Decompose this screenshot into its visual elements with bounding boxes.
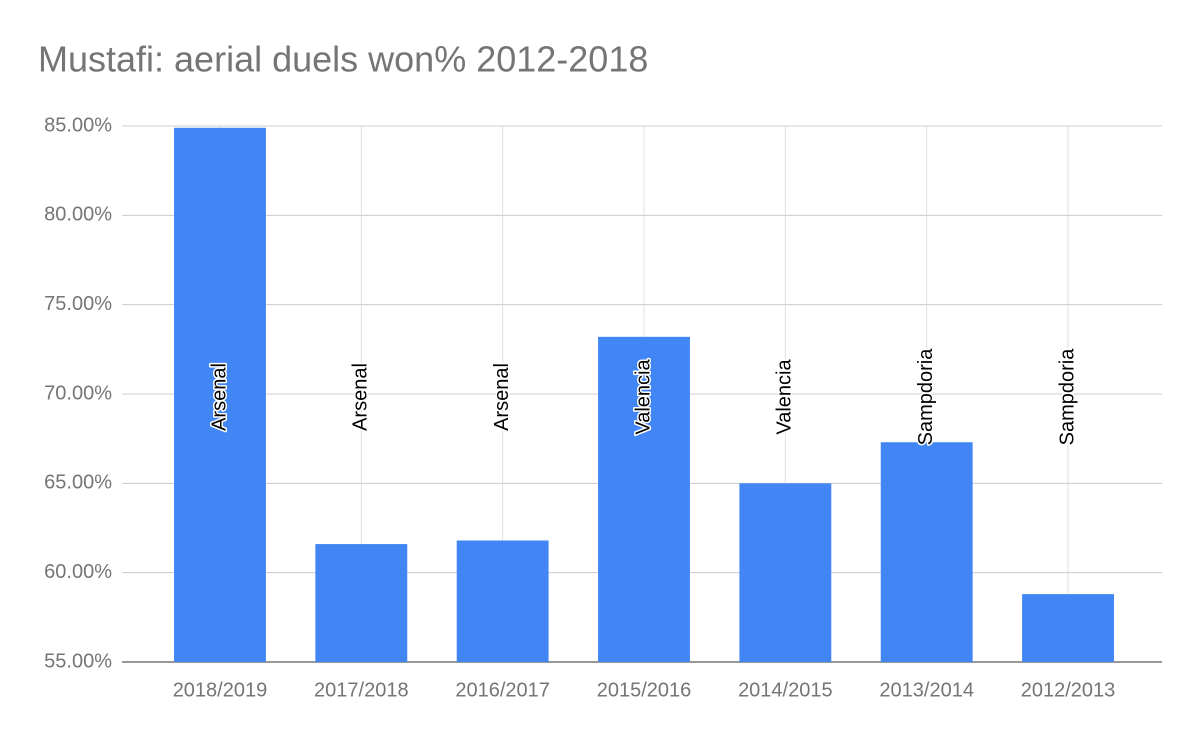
bar: [598, 336, 690, 662]
bar-label: Arsenal: [350, 363, 372, 431]
y-tick-label: 80.00%: [44, 204, 112, 226]
y-tick-label: 85.00%: [44, 114, 112, 136]
bar: [174, 127, 266, 662]
bar-label: Sampdoria: [1056, 348, 1078, 446]
x-tick-label: 2016/2017: [455, 679, 550, 701]
bar-label: Arsenal: [208, 363, 230, 431]
x-tick-label: 2015/2016: [597, 679, 692, 701]
y-tick-label: 70.00%: [44, 382, 112, 404]
bar-label: Arsenal: [491, 363, 513, 431]
x-tick-label: 2017/2018: [314, 679, 409, 701]
y-tick-label: 65.00%: [44, 472, 112, 494]
x-tick-label: 2012/2013: [1021, 679, 1116, 701]
bar: [315, 544, 408, 662]
x-tick-label: 2014/2015: [738, 679, 833, 701]
chart-title: Mustafi: aerial duels won% 2012-2018: [38, 39, 648, 80]
bar: [739, 483, 832, 662]
bar-label: Sampdoria: [915, 348, 937, 446]
x-tick-label: 2013/2014: [879, 679, 974, 701]
bar-label: Valencia: [774, 359, 796, 435]
y-tick-label: 75.00%: [44, 293, 112, 315]
bar: [880, 442, 973, 662]
bar: [1022, 594, 1114, 662]
bar-label: Valencia: [632, 359, 654, 435]
y-tick-label: 60.00%: [44, 561, 112, 583]
x-tick-label: 2018/2019: [173, 679, 268, 701]
bar: [456, 540, 549, 662]
y-tick-label: 55.00%: [44, 650, 112, 672]
